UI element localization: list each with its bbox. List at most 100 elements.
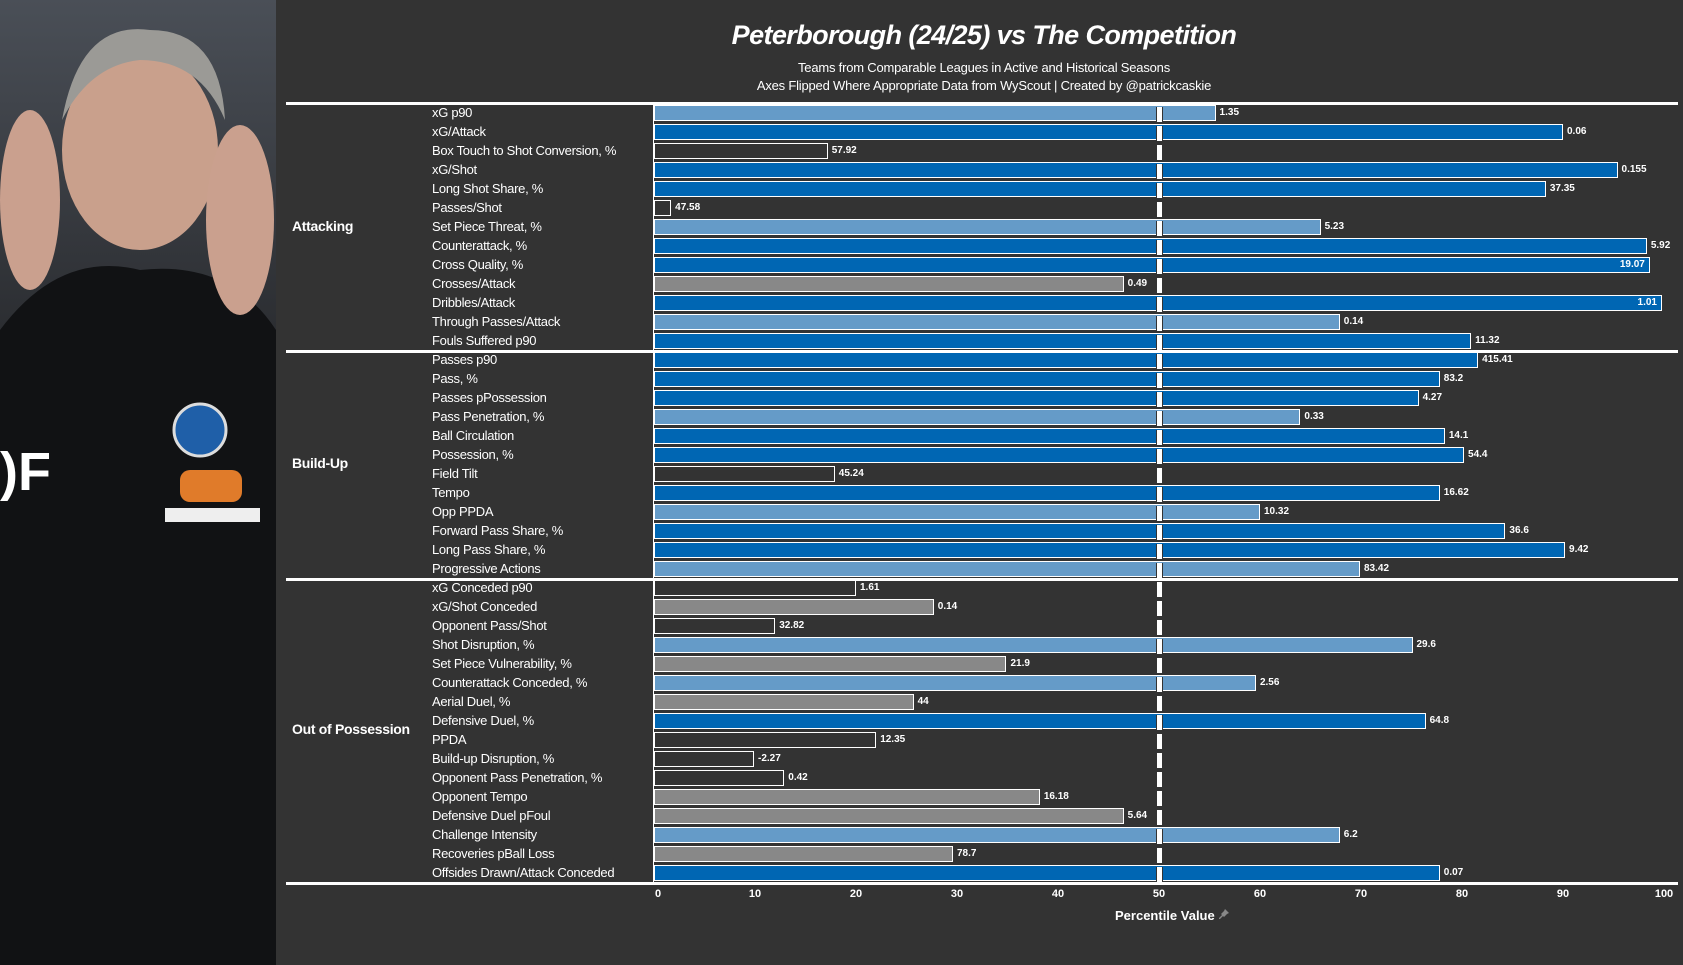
value-label: 83.2 [1443, 373, 1464, 384]
metric-label: Pass Penetration, % [432, 409, 545, 424]
bar [654, 276, 1124, 292]
metric-label: Cross Quality, % [432, 257, 524, 272]
value-label: 2.56 [1259, 677, 1280, 688]
metric-label: Build-up Disruption, % [432, 751, 555, 766]
reference-line-segment [1157, 316, 1162, 331]
x-axis-label: Percentile Value [1115, 908, 1230, 923]
face-shape [62, 50, 218, 250]
reference-line-segment [1157, 715, 1162, 730]
reference-line-segment [1157, 696, 1162, 711]
reference-line-segment [1157, 677, 1162, 692]
bar [654, 846, 953, 862]
metric-label: Forward Pass Share, % [432, 523, 563, 538]
reference-line-segment [1157, 107, 1162, 122]
metric-label: Counterattack, % [432, 238, 527, 253]
metric-label: Set Piece Vulnerability, % [432, 656, 572, 671]
value-label: 47.58 [675, 202, 701, 213]
bar [654, 314, 1340, 330]
bar [654, 599, 934, 615]
value-label: 21.9 [1010, 658, 1030, 669]
metric-label: Passes p90 [432, 352, 497, 367]
reference-line-segment [1157, 525, 1162, 540]
reference-line-segment [1157, 335, 1162, 350]
value-label: 0.33 [1304, 411, 1324, 422]
bar [654, 827, 1340, 843]
reference-line-segment [1157, 240, 1162, 255]
value-label: 78.7 [956, 848, 977, 859]
value-label: 0.06 [1567, 126, 1587, 137]
metric-label: Long Shot Share, % [432, 181, 543, 196]
metric-label: Field Tilt [432, 466, 478, 481]
value-label: 0.42 [788, 772, 808, 783]
reference-line-segment [1157, 810, 1162, 825]
bar [654, 390, 1419, 406]
metric-label: Long Pass Share, % [432, 542, 546, 557]
group-label: Attacking [292, 217, 354, 234]
bar [654, 808, 1124, 824]
x-tick-label: 50 [1152, 888, 1166, 900]
x-tick-label: 40 [1051, 888, 1065, 900]
metric-label: Passes/Shot [432, 200, 502, 215]
divider-line [286, 578, 1678, 581]
value-label: 32.82 [779, 620, 805, 631]
metric-label: Aerial Duel, % [432, 694, 511, 709]
reference-line-segment [1157, 297, 1162, 312]
reference-line-segment [1157, 259, 1162, 274]
value-label: 64.8 [1429, 715, 1450, 726]
value-label: 16.62 [1443, 487, 1469, 498]
metric-label: Opponent Pass Penetration, % [432, 770, 603, 785]
pin-icon [1218, 908, 1230, 923]
x-axis-label-text: Percentile Value [1115, 908, 1215, 923]
reference-line-segment [1157, 373, 1162, 388]
metric-label: Passes pPossession [432, 390, 547, 405]
value-label: 9.42 [1569, 544, 1589, 555]
reference-line-segment [1157, 164, 1162, 179]
metric-label: Through Passes/Attack [432, 314, 561, 329]
x-tick-label: 80 [1455, 888, 1469, 900]
value-label: 83.42 [1363, 563, 1390, 574]
value-label: 44 [917, 696, 929, 707]
reference-line-segment [1157, 354, 1162, 369]
value-label: 0.07 [1443, 867, 1464, 878]
value-label: 6.2 [1343, 829, 1358, 840]
value-label: 54.4 [1468, 449, 1488, 460]
value-label: 5.92 [1650, 240, 1671, 251]
bar [654, 770, 785, 786]
reference-line-segment [1157, 183, 1162, 198]
reference-line-segment [1157, 506, 1162, 521]
value-label: 29.6 [1416, 639, 1436, 650]
chart-subtitle: Teams from Comparable Leagues in Active … [797, 60, 1170, 75]
value-label: 415.41 [1482, 354, 1513, 365]
x-tick-label: 90 [1556, 888, 1570, 900]
metric-label: Challenge Intensity [432, 827, 537, 842]
group-label: Build-Up [292, 455, 348, 471]
value-label: 11.32 [1475, 335, 1500, 346]
group-label: Out of Possession [292, 721, 410, 737]
value-label: 1.35 [1219, 107, 1240, 118]
x-tick-label: 10 [748, 888, 762, 900]
bar [654, 485, 1440, 501]
metric-label: Fouls Suffered p90 [432, 333, 537, 348]
metric-label: xG/Shot [432, 162, 477, 177]
reference-line-segment [1157, 658, 1162, 673]
metric-label: Crosses/Attack [432, 276, 516, 291]
metric-label: Opponent Tempo [432, 789, 528, 804]
bar [654, 447, 1465, 463]
bar [654, 162, 1618, 178]
value-label: 5.23 [1324, 221, 1345, 232]
value-label: 45.24 [838, 468, 864, 479]
bar [654, 561, 1360, 577]
value-label: -2.27 [757, 753, 781, 764]
value-label: 0.49 [1127, 278, 1148, 289]
reference-line-segment [1157, 772, 1162, 787]
metric-label: Possession, % [432, 447, 514, 462]
bar [654, 523, 1506, 539]
x-tick-label: 60 [1253, 888, 1267, 900]
metric-label: Offsides Drawn/Attack Conceded [432, 865, 615, 880]
x-tick-label: 70 [1354, 888, 1368, 900]
bar [654, 504, 1260, 520]
chart-title: Peterborough (24/25) vs The Competition [731, 20, 1237, 50]
x-tick-label: 30 [950, 888, 964, 900]
x-tick-label: 20 [849, 888, 863, 900]
value-label: 14.1 [1448, 430, 1469, 441]
